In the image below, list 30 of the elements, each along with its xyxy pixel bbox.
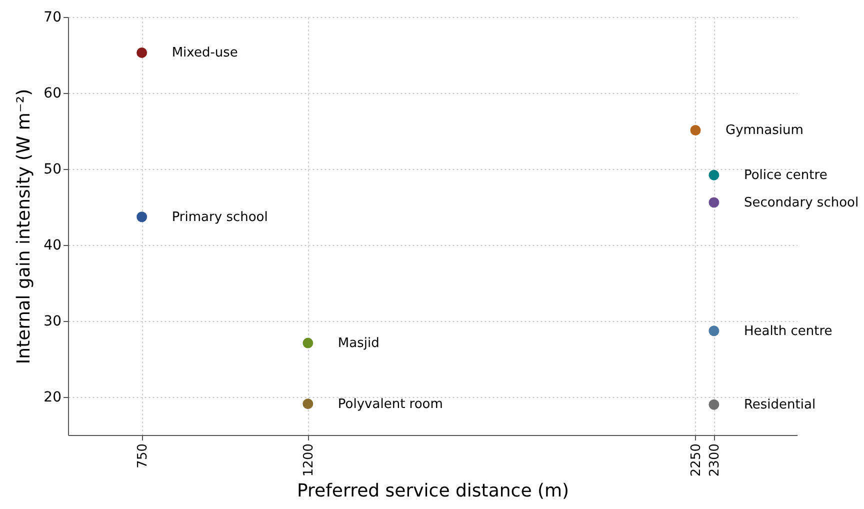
y-tick-label: 70	[44, 10, 62, 26]
point	[302, 338, 314, 348]
series-label: Primary school	[172, 210, 268, 225]
series-label: Gymnasium	[725, 123, 804, 138]
series-label: Mixed-use	[172, 46, 238, 61]
y-tick-label: 40	[44, 238, 62, 254]
point	[708, 326, 720, 336]
point	[708, 197, 720, 208]
x-tick-label: 750	[135, 444, 150, 468]
x-axis-title: Preferred service distance (m)	[296, 480, 570, 502]
series-label: Secondary school	[744, 195, 859, 210]
point	[136, 212, 148, 222]
point	[302, 398, 314, 410]
series-label: Residential	[744, 398, 816, 413]
point	[136, 47, 148, 58]
y-tick-label: 50	[44, 162, 62, 178]
point	[690, 125, 701, 136]
point	[708, 170, 720, 180]
series-label: Polyvalent room	[338, 396, 443, 412]
y-tick-label: 60	[44, 86, 62, 102]
y-axis-title: Internal gain intensity (W m⁻²)	[14, 88, 35, 364]
x-tick-label: 2300	[707, 444, 722, 477]
x-tick-label: 1200	[301, 444, 316, 477]
series-label: Masjid	[338, 336, 380, 352]
series-label: Health centre	[744, 324, 832, 339]
point	[708, 399, 720, 410]
y-tick-label: 20	[44, 390, 62, 406]
series-label: Police centre	[744, 168, 828, 184]
y-tick-label: 30	[44, 314, 62, 330]
x-tick-label: 2250	[688, 444, 704, 477]
